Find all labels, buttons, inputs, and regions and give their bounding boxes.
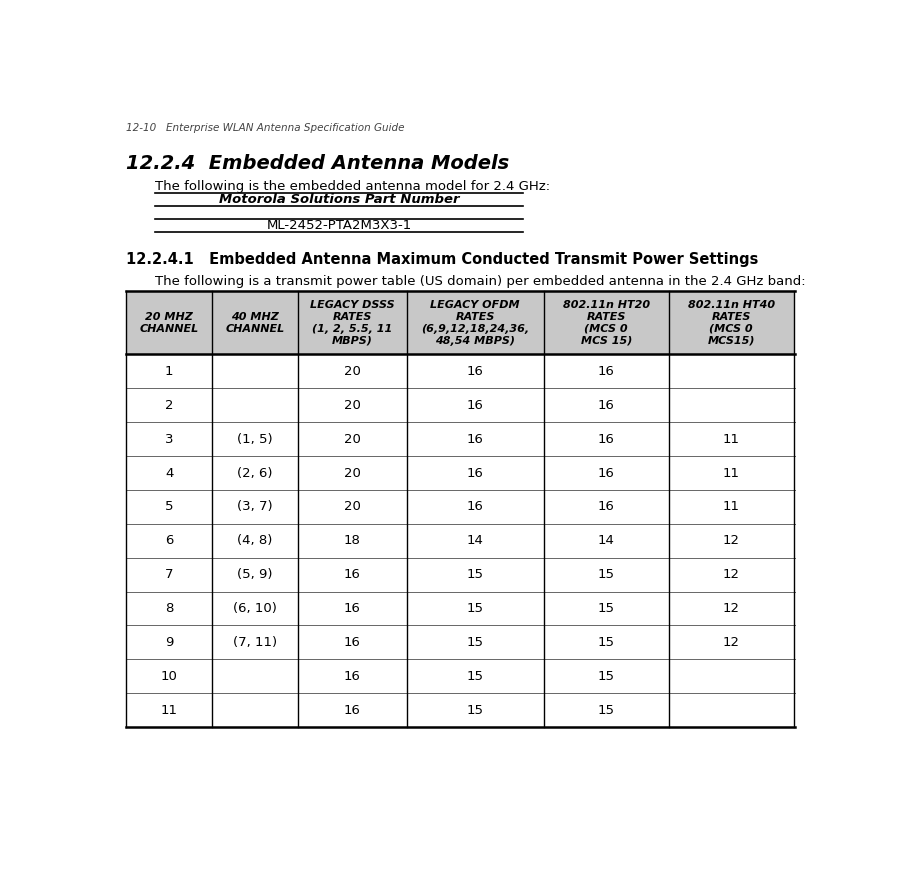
Text: 16: 16 [343,704,360,717]
Text: 15: 15 [467,602,484,615]
Text: LEGACY OFDM
RATES
(6,9,12,18,24,36,
48,54 MBPS): LEGACY OFDM RATES (6,9,12,18,24,36, 48,5… [421,299,530,346]
Text: 20: 20 [343,365,360,378]
Text: 10: 10 [161,670,178,683]
Text: 15: 15 [598,602,615,615]
Text: 9: 9 [165,636,174,649]
Text: 11: 11 [723,433,740,445]
Text: 20 MHZ
CHANNEL: 20 MHZ CHANNEL [139,312,199,333]
Text: (4, 8): (4, 8) [237,535,272,547]
Text: 20: 20 [343,399,360,412]
Text: 3: 3 [165,433,174,445]
Text: 16: 16 [467,501,484,513]
Text: 16: 16 [598,399,615,412]
Text: 15: 15 [467,704,484,717]
Text: 12: 12 [723,535,740,547]
Text: 12: 12 [723,569,740,581]
Text: 16: 16 [598,501,615,513]
Text: 7: 7 [165,569,174,581]
Text: 11: 11 [723,467,740,479]
Text: 16: 16 [343,569,360,581]
Text: 12.2.4  Embedded Antenna Models: 12.2.4 Embedded Antenna Models [127,155,510,173]
Text: 15: 15 [598,636,615,649]
Text: 20: 20 [343,433,360,445]
Text: 15: 15 [598,704,615,717]
Text: 15: 15 [598,569,615,581]
Text: 15: 15 [598,670,615,683]
Text: (3, 7): (3, 7) [237,501,272,513]
Text: (6, 10): (6, 10) [233,602,277,615]
Text: The following is a transmit power table (US domain) per embedded antenna in the : The following is a transmit power table … [155,275,806,288]
Text: 16: 16 [467,467,484,479]
Text: The following is the embedded antenna model for 2.4 GHz:: The following is the embedded antenna mo… [155,180,550,193]
Text: (7, 11): (7, 11) [233,636,277,649]
Text: 12-10   Enterprise WLAN Antenna Specification Guide: 12-10 Enterprise WLAN Antenna Specificat… [127,122,405,132]
Text: 16: 16 [467,365,484,378]
Text: 16: 16 [467,433,484,445]
Text: 12.2.4.1   Embedded Antenna Maximum Conducted Transmit Power Settings: 12.2.4.1 Embedded Antenna Maximum Conduc… [127,252,759,267]
Text: 1: 1 [165,365,174,378]
Text: ML-2452-PTA2M3X3-1: ML-2452-PTA2M3X3-1 [266,219,412,232]
Text: (2, 6): (2, 6) [237,467,272,479]
Text: 15: 15 [467,636,484,649]
Text: 15: 15 [467,670,484,683]
Text: 5: 5 [165,501,174,513]
Text: 16: 16 [598,433,615,445]
Text: 802.11n HT40
RATES
(MCS 0
MCS15): 802.11n HT40 RATES (MCS 0 MCS15) [688,299,775,346]
Text: 20: 20 [343,467,360,479]
Text: 4: 4 [165,467,174,479]
Text: 11: 11 [161,704,178,717]
Text: 12: 12 [723,636,740,649]
Text: 2: 2 [165,399,174,412]
Text: 802.11n HT20
RATES
(MCS 0
MCS 15): 802.11n HT20 RATES (MCS 0 MCS 15) [563,299,650,346]
Text: 16: 16 [598,467,615,479]
Text: 16: 16 [343,636,360,649]
Text: 14: 14 [467,535,484,547]
Text: 16: 16 [343,670,360,683]
Text: 8: 8 [165,602,174,615]
Text: 18: 18 [343,535,360,547]
Text: 15: 15 [467,569,484,581]
Text: 12: 12 [723,602,740,615]
Bar [127,291,795,354]
Text: Motorola Solutions Part Number: Motorola Solutions Part Number [218,193,459,206]
Text: 6: 6 [165,535,174,547]
Text: 20: 20 [343,501,360,513]
Text: 40 MHZ
CHANNEL: 40 MHZ CHANNEL [225,312,284,333]
Text: LEGACY DSSS
RATES
(1, 2, 5.5, 11
MBPS): LEGACY DSSS RATES (1, 2, 5.5, 11 MBPS) [310,299,395,346]
Text: 16: 16 [467,399,484,412]
Text: 11: 11 [723,501,740,513]
Text: (1, 5): (1, 5) [237,433,272,445]
Text: 16: 16 [598,365,615,378]
Text: 14: 14 [598,535,615,547]
Text: 16: 16 [343,602,360,615]
Text: (5, 9): (5, 9) [237,569,272,581]
